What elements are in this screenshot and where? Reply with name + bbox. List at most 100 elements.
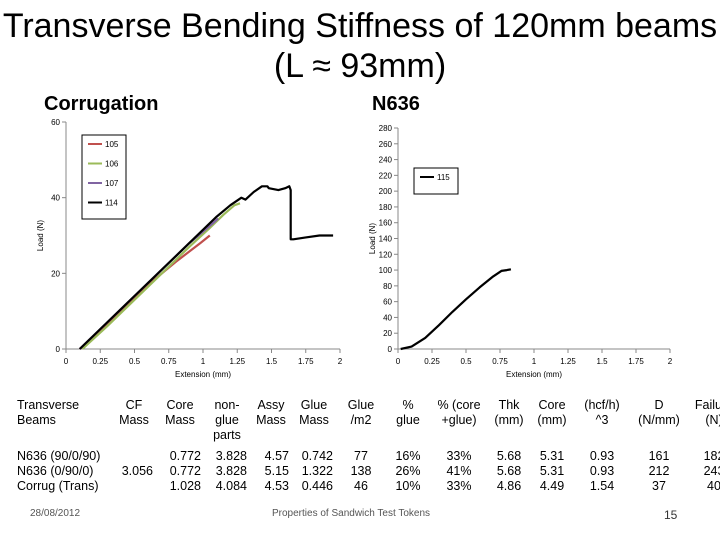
chart-n636-x-tick-label: 0.25	[424, 357, 440, 366]
table-cell: 40	[707, 479, 720, 493]
table-header-cell: Thk (mm)	[494, 398, 524, 427]
table-cell: N636 (90/0/90)	[17, 449, 101, 463]
table-cell: 0.742	[301, 449, 333, 463]
table-cell: 0.93	[589, 464, 615, 478]
chart-n636-x-tick-label: 2	[668, 357, 673, 366]
table-cell: 5.68	[496, 464, 522, 478]
table-cell: 3.056	[121, 464, 153, 478]
chart-corrugation-x-tick-label: 0	[64, 357, 69, 366]
chart-corrugation-x-tick-label: 0.25	[92, 357, 108, 366]
table-cell: 0.772	[169, 464, 201, 478]
table-row: N636 (90/0/90) 0.772 3.828 4.57 0.742 77 16% 33…	[14, 449, 720, 464]
table-cell: 10%	[395, 479, 421, 493]
chart-n636-y-tick-label: 240	[379, 156, 393, 165]
chart-n636-y-tick-label: 140	[379, 235, 393, 244]
table-body: N636 (90/0/90) 0.772 3.828 4.57 0.742 77 16% 33…	[14, 449, 720, 494]
table-cell	[112, 449, 156, 464]
chart-n636-y-axis-label: Load (N)	[368, 223, 377, 254]
table-cell: 212	[648, 464, 670, 478]
table-cell: 16%	[395, 449, 421, 463]
chart-corrugation-y-tick-label: 60	[51, 118, 60, 127]
table-cell: 0.446	[301, 479, 333, 493]
table-row: N636 (0/90/0) 3.056 0.772 3.828 5.15 1.322 138…	[14, 464, 720, 479]
subheading-n636: N636	[372, 93, 420, 115]
table-cell: 46	[354, 479, 368, 493]
table-cell: 1.322	[301, 464, 333, 478]
table-header-cell: Failure(N)	[694, 398, 720, 427]
table-cell: 243	[703, 464, 720, 478]
chart-n636-series-115	[400, 268, 512, 351]
table-cell: 4.57	[264, 449, 289, 463]
table-header-cell: CF Mass	[119, 398, 149, 427]
table-header-cell: D (N/mm)	[638, 398, 680, 427]
chart-corrugation-x-tick-label: 1	[201, 357, 206, 366]
table-header-cell: (hcf/h) ^3	[584, 398, 620, 427]
chart-n636-y-tick-label: 160	[379, 219, 393, 228]
table-header-row: Transverse Beams CF Mass Core Mass non-glue pa…	[14, 398, 720, 449]
chart-n636-y-tick-label: 180	[379, 203, 393, 212]
chart-corrugation-y-tick-label: 0	[56, 345, 61, 354]
chart-corrugation-series-114	[78, 185, 334, 350]
chart-corrugation-series-106	[81, 202, 241, 350]
table-header-cell: % glue	[396, 398, 420, 427]
table-cell: 0.772	[169, 449, 201, 463]
table-cell: 1.028	[169, 479, 201, 493]
chart-corrugation-legend-box	[81, 134, 127, 220]
chart-corrugation-y-tick-label: 40	[51, 194, 60, 203]
footer-page-number: 15	[664, 508, 678, 522]
chart-n636-y-tick-label: 60	[383, 298, 392, 307]
table-header-cell: Glue Mass	[299, 398, 329, 427]
chart-n636-y-tick-label: 0	[388, 345, 393, 354]
table-header-cell: non-glue parts	[213, 398, 241, 442]
table-cell: 182	[703, 449, 720, 463]
table-cell: 3.828	[215, 464, 247, 478]
chart-n636-x-tick-label: 1	[532, 357, 537, 366]
chart-corrugation-legend-label-105: 105	[105, 140, 119, 149]
chart-corrugation-legend-label-106: 106	[105, 160, 119, 169]
table-header-cell: Glue/m2	[347, 398, 375, 427]
chart-n636-legend-box	[413, 167, 459, 195]
table-header-cell: Assy Mass	[256, 398, 286, 427]
chart-n636-y-tick-label: 80	[383, 282, 392, 291]
table-cell: 0.93	[589, 449, 615, 463]
chart-n636-y-tick-label: 260	[379, 140, 393, 149]
chart-corrugation-x-tick-label: 0.5	[129, 357, 141, 366]
table-cell: 37	[652, 479, 666, 493]
table-cell: 4.49	[539, 479, 565, 493]
properties-table: Transverse Beams CF Mass Core Mass non-glue pa…	[14, 398, 720, 494]
chart-corrugation-series-105	[78, 234, 211, 350]
table-cell: 4.53	[264, 479, 289, 493]
chart-n636-x-tick-label: 0	[396, 357, 401, 366]
chart-n636-legend-label-115: 115	[437, 173, 450, 182]
table-cell: 4.86	[496, 479, 522, 493]
chart-n636-y-tick-label: 20	[383, 329, 392, 338]
chart-n636-y-tick-label: 40	[383, 313, 392, 322]
chart-n636-y-tick-label: 100	[379, 266, 393, 275]
footer-title: Properties of Sandwich Test Tokens	[272, 508, 431, 519]
chart-n636-x-tick-label: 1.25	[560, 357, 576, 366]
table-cell: 5.68	[496, 449, 522, 463]
chart-corrugation-y-tick-label: 20	[51, 269, 60, 278]
table-cell: 77	[354, 449, 368, 463]
chart-n636-x-tick-label: 1.75	[628, 357, 644, 366]
table-cell: 3.828	[215, 449, 247, 463]
table-cell: 5.31	[539, 464, 565, 478]
chart-n636-y-tick-label: 120	[379, 250, 393, 259]
table-cell	[112, 479, 156, 494]
chart-n636-y-tick-label: 280	[379, 124, 393, 133]
table-row: Corrug (Trans) 1.028 4.084 4.53 0.446 46 10% 33…	[14, 479, 720, 494]
table-header-cell: Core (mm)	[537, 398, 567, 427]
chart-corrugation-legend-label-114: 114	[105, 199, 118, 208]
table-cell: 161	[648, 449, 670, 463]
footer-date: 28/08/2012	[30, 508, 81, 519]
table-cell: 41%	[446, 464, 472, 478]
chart-n636-x-tick-label: 1.5	[596, 357, 608, 366]
chart-n636-y-tick-label: 220	[379, 171, 393, 180]
subheading-corrugation: Corrugation	[44, 93, 159, 115]
table-cell: Corrug (Trans)	[17, 479, 99, 493]
table-header-cell: Core Mass	[165, 398, 195, 427]
table-cell: 1.54	[589, 479, 615, 493]
chart-corrugation-x-tick-label: 1.25	[229, 357, 245, 366]
table-cell: 138	[350, 464, 372, 478]
